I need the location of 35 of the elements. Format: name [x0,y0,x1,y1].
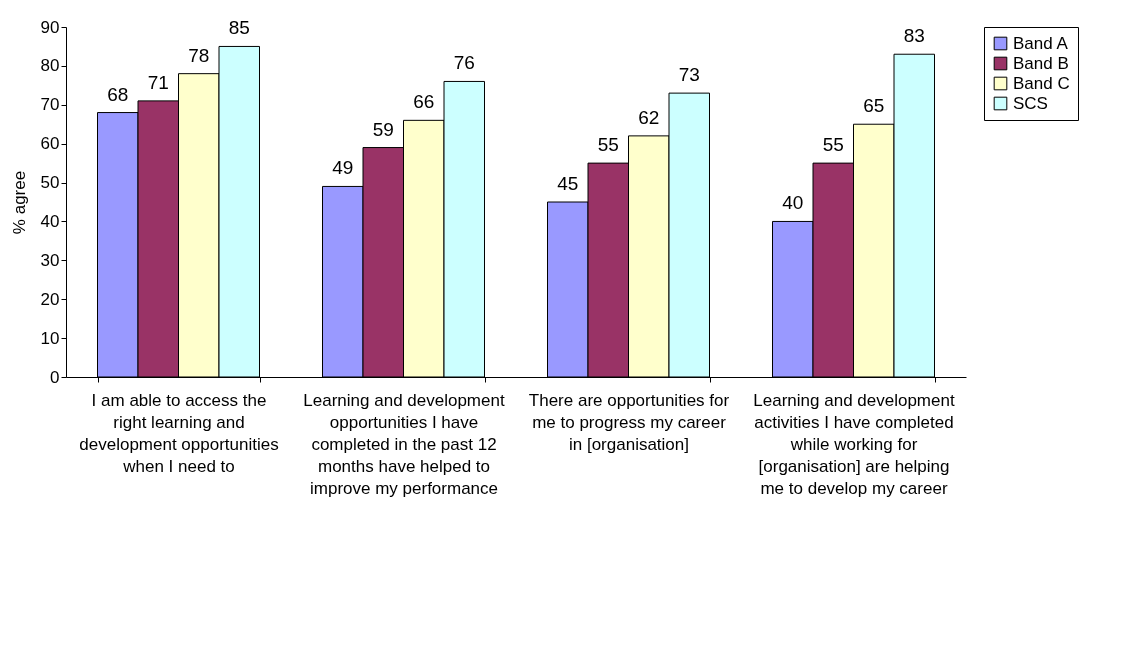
y-tick-label: 60 [40,134,60,154]
y-axis-title: % agree [9,170,29,235]
data-label: 68 [107,83,129,105]
legend-label: Band B [1013,53,1069,73]
y-tick-label: 70 [40,95,60,115]
y-tick-label: 0 [50,367,60,387]
x-tick-label: Learning and development activities I have completed while working for [organisation] are helping me to develop my career [753,390,955,498]
data-label: 73 [678,64,700,86]
data-label: 65 [863,95,885,117]
data-label: 83 [903,25,925,47]
legend-label: Band C [1013,73,1070,93]
y-tick-label: 10 [40,328,60,348]
data-label: 66 [413,91,435,113]
data-label: 45 [557,173,579,194]
data-label: 71 [147,71,169,93]
y-tick-label: 20 [40,289,60,309]
y-tick-label: 40 [40,211,60,231]
y-tick-label: 90 [40,17,60,37]
data-label: 62 [638,106,660,128]
data-label: 55 [597,134,619,156]
data-label: 85 [228,17,250,39]
data-label: 59 [372,118,394,140]
x-tick-label: I am able to access the right learning and development opportunities when I need to [79,390,279,476]
data-label: 55 [822,134,844,156]
y-tick-label: 80 [40,56,60,76]
data-label: 76 [453,52,475,74]
legend-label: Band A [1013,33,1069,53]
y-tick-label: 30 [40,250,60,270]
data-label: 78 [188,44,210,66]
x-tick-label: There are opportunities for me to progress my career in [organisation] [528,390,730,454]
data-label: 40 [782,192,804,214]
y-tick-label: 50 [40,173,60,193]
data-label: 49 [332,157,354,179]
x-tick-label: Learning and development opportunities I have completed in the past 12 months have helped to improve my performance [303,390,505,498]
legend-label: SCS [1013,93,1048,113]
